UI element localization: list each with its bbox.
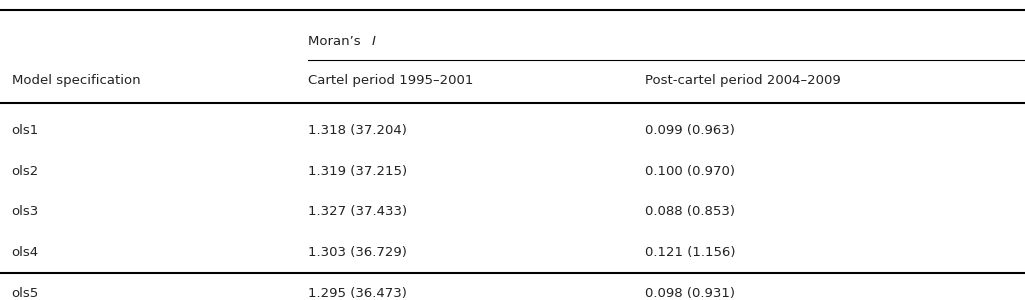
Text: Post-cartel period 2004–2009: Post-cartel period 2004–2009 [646,74,842,87]
Text: 1.295 (36.473): 1.295 (36.473) [309,286,407,300]
Text: 0.098 (0.931): 0.098 (0.931) [646,286,735,300]
Text: ols1: ols1 [11,124,39,137]
Text: 0.121 (1.156): 0.121 (1.156) [646,246,736,259]
Text: ols5: ols5 [11,286,39,300]
Text: 1.318 (37.204): 1.318 (37.204) [309,124,407,137]
Text: Cartel period 1995–2001: Cartel period 1995–2001 [309,74,474,87]
Text: 1.327 (37.433): 1.327 (37.433) [309,206,407,218]
Text: 1.303 (36.729): 1.303 (36.729) [309,246,407,259]
Text: 0.100 (0.970): 0.100 (0.970) [646,165,735,178]
Text: ols3: ols3 [11,206,39,218]
Text: ols4: ols4 [11,246,39,259]
Text: 0.099 (0.963): 0.099 (0.963) [646,124,735,137]
Text: I: I [371,35,375,48]
Text: Moran’s: Moran’s [309,35,365,48]
Text: ols2: ols2 [11,165,39,178]
Text: 0.088 (0.853): 0.088 (0.853) [646,206,735,218]
Text: 1.319 (37.215): 1.319 (37.215) [309,165,407,178]
Text: Model specification: Model specification [11,74,140,87]
